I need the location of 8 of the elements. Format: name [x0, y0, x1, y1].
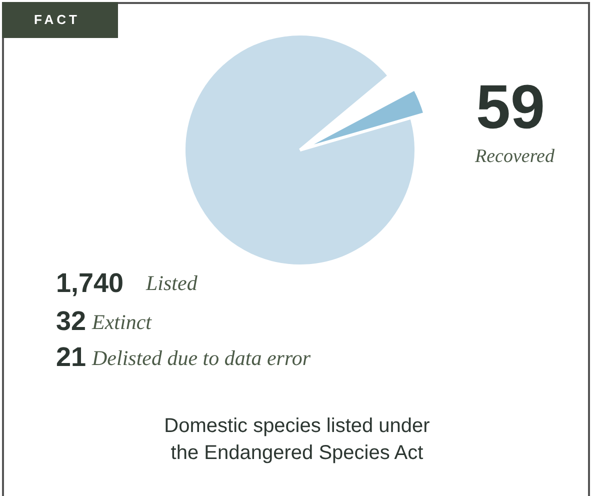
data-label: 1,740	[56, 268, 124, 298]
slice-label: Listed	[145, 271, 198, 295]
label-tag: FACT	[2, 2, 118, 38]
text: 32 Extinct	[56, 306, 153, 336]
text: 21 Delisted due to data error	[56, 342, 312, 372]
text: Domestic species listed under the Endangered Species Act	[164, 415, 430, 464]
slice-label: Recovered	[474, 146, 555, 167]
data-label: 59	[476, 73, 545, 142]
